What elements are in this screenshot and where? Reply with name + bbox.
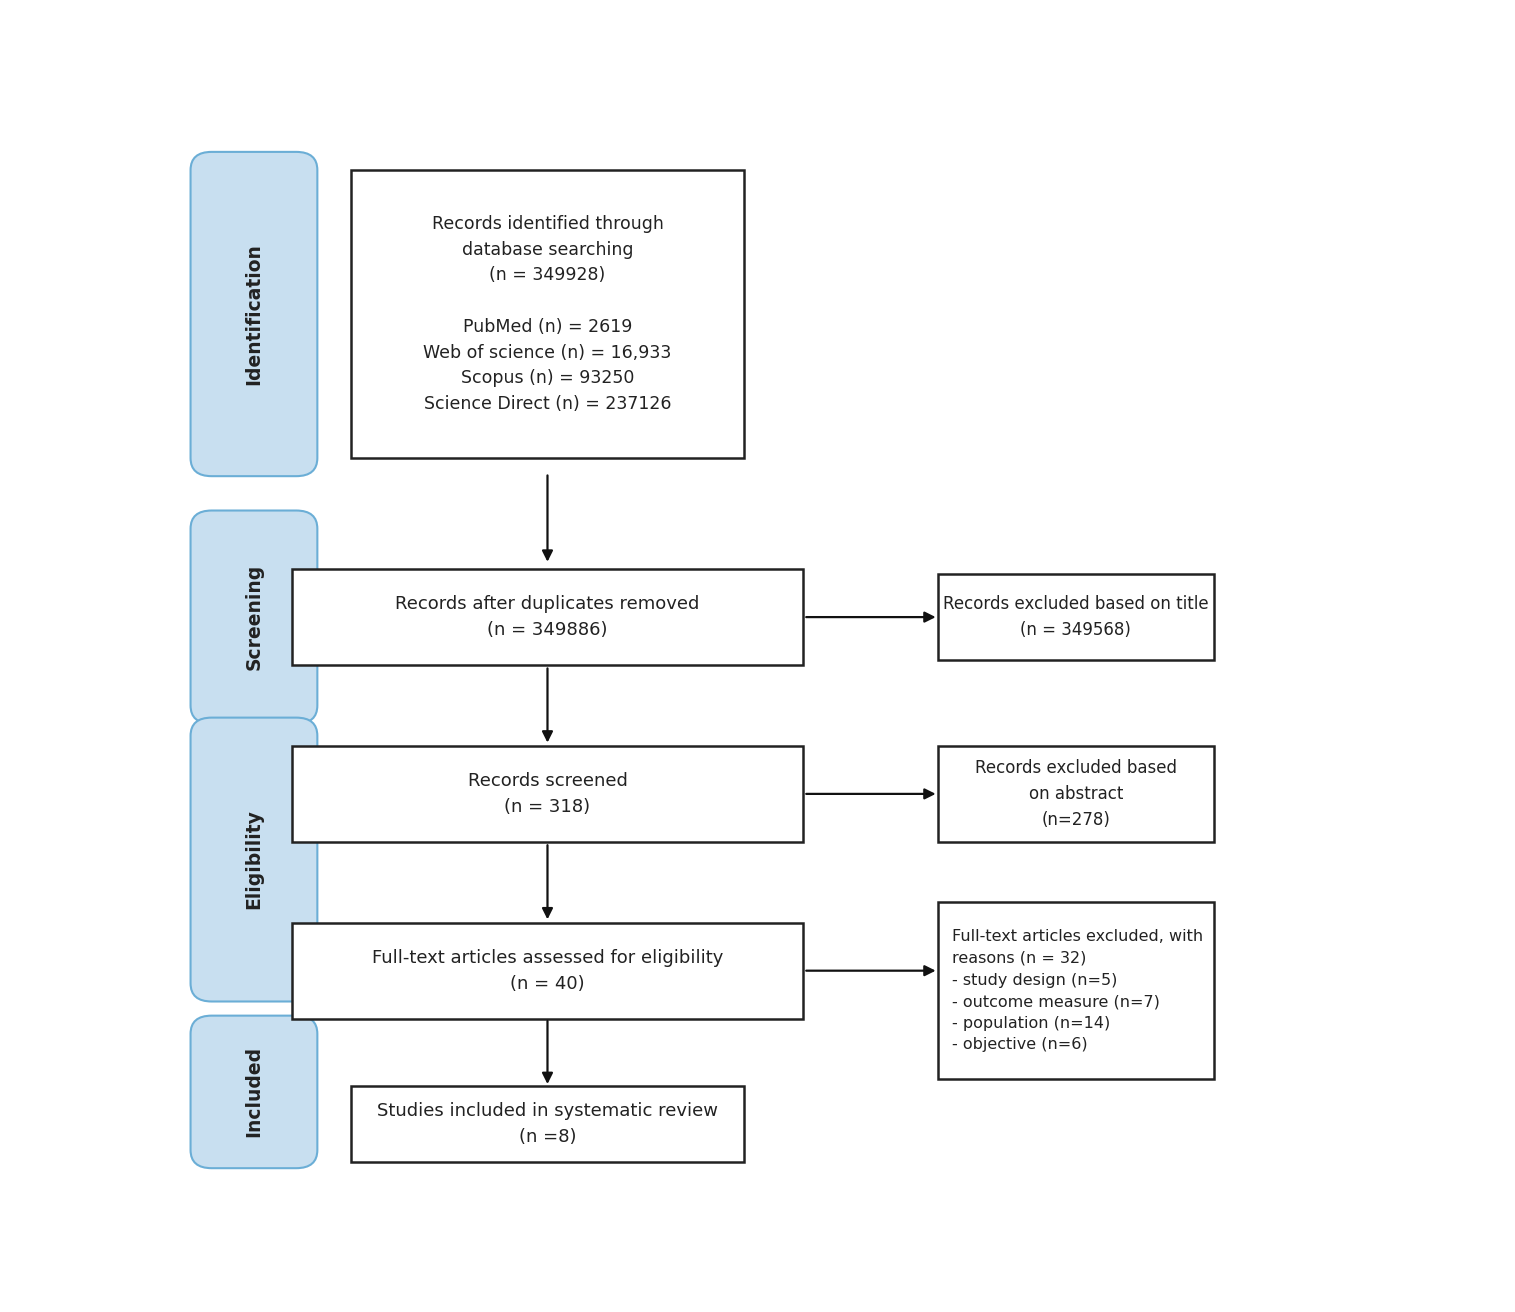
Text: Full-text articles excluded, with
reasons (n = 32)
- study design (n=5)
- outcom: Full-text articles excluded, with reason… bbox=[951, 929, 1203, 1052]
Text: Screening: Screening bbox=[244, 564, 264, 670]
FancyBboxPatch shape bbox=[938, 903, 1214, 1080]
Text: Identification: Identification bbox=[244, 243, 264, 384]
FancyBboxPatch shape bbox=[191, 510, 317, 724]
Text: Records identified through
database searching
(n = 349928)

PubMed (n) = 2619
We: Records identified through database sear… bbox=[423, 215, 671, 413]
FancyBboxPatch shape bbox=[191, 1015, 317, 1168]
FancyBboxPatch shape bbox=[191, 152, 317, 476]
Text: Records screened
(n = 318): Records screened (n = 318) bbox=[468, 771, 627, 816]
FancyBboxPatch shape bbox=[351, 171, 744, 458]
Text: Full-text articles assessed for eligibility
(n = 40): Full-text articles assessed for eligibil… bbox=[371, 949, 723, 993]
FancyBboxPatch shape bbox=[351, 1086, 744, 1162]
FancyBboxPatch shape bbox=[191, 718, 317, 1001]
Text: Included: Included bbox=[244, 1047, 264, 1138]
Text: Studies included in systematic review
(n =8): Studies included in systematic review (n… bbox=[377, 1102, 718, 1147]
Text: Eligibility: Eligibility bbox=[244, 810, 264, 909]
FancyBboxPatch shape bbox=[292, 922, 803, 1018]
Text: Records excluded based
on abstract
(n=278): Records excluded based on abstract (n=27… bbox=[974, 760, 1177, 829]
Text: Records excluded based on title
(n = 349568): Records excluded based on title (n = 349… bbox=[942, 596, 1209, 639]
FancyBboxPatch shape bbox=[292, 747, 803, 842]
Text: Records after duplicates removed
(n = 349886): Records after duplicates removed (n = 34… bbox=[395, 596, 700, 639]
FancyBboxPatch shape bbox=[938, 747, 1214, 842]
FancyBboxPatch shape bbox=[292, 569, 803, 665]
FancyBboxPatch shape bbox=[938, 575, 1214, 660]
